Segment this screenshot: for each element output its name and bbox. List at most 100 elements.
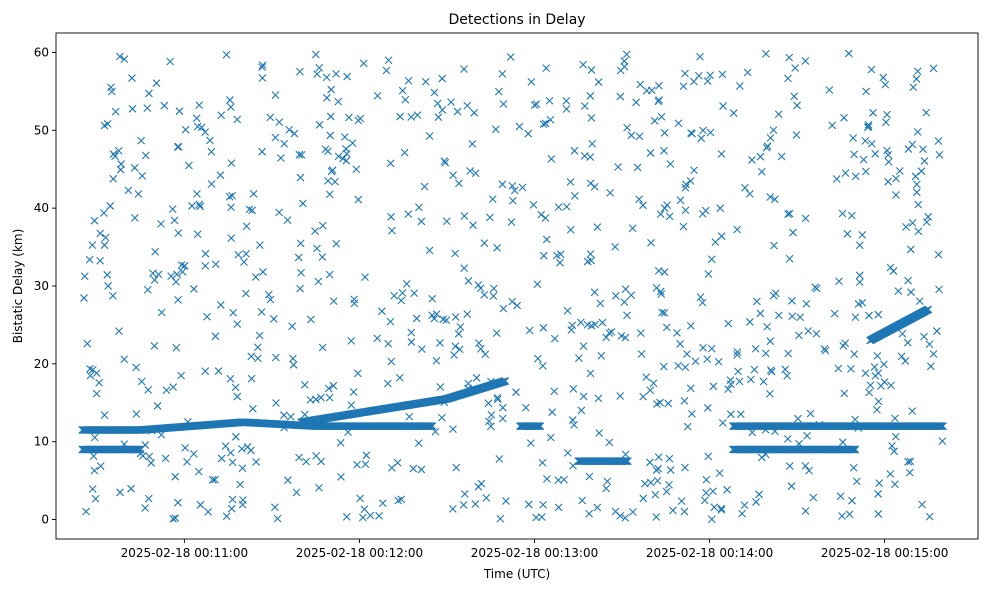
data-point — [851, 313, 860, 322]
data-point — [585, 472, 594, 481]
data-point — [290, 129, 299, 138]
data-point — [298, 199, 307, 208]
data-point — [906, 245, 915, 254]
data-point — [173, 142, 182, 151]
data-point — [541, 119, 550, 128]
data-point — [935, 285, 943, 294]
data-point — [344, 113, 353, 122]
data-point — [830, 309, 839, 318]
data-point — [770, 195, 779, 204]
data-point — [451, 342, 460, 351]
data-point — [280, 411, 288, 420]
data-point — [636, 329, 645, 338]
data-point — [507, 218, 516, 227]
data-point — [109, 150, 118, 158]
data-point — [652, 283, 661, 292]
data-point — [865, 388, 873, 397]
data-point — [925, 340, 934, 349]
data-point — [882, 118, 890, 127]
data-point — [407, 338, 416, 346]
data-point — [92, 369, 101, 377]
data-point — [594, 394, 603, 403]
data-point — [245, 205, 254, 214]
data-point — [866, 381, 875, 390]
data-point — [100, 411, 109, 420]
data-point — [595, 429, 604, 437]
data-point — [533, 354, 542, 363]
data-point — [795, 331, 803, 340]
data-point — [657, 112, 666, 121]
data-point — [347, 337, 356, 345]
data-point — [867, 139, 876, 148]
data-point — [147, 459, 156, 467]
data-point — [724, 385, 733, 394]
data-point — [173, 270, 181, 279]
data-point — [686, 321, 695, 330]
data-point — [903, 338, 912, 347]
data-point — [394, 496, 403, 505]
data-point — [152, 79, 161, 88]
data-point — [680, 396, 689, 405]
data-point — [440, 157, 449, 165]
data-point — [639, 392, 648, 401]
data-point — [674, 361, 683, 370]
data-point — [805, 466, 813, 475]
data-point — [871, 149, 880, 158]
data-point — [524, 129, 533, 138]
data-point — [196, 500, 205, 509]
data-point — [295, 453, 303, 462]
data-point — [434, 113, 443, 122]
data-point — [510, 186, 519, 195]
data-point — [562, 202, 571, 211]
data-point — [704, 452, 713, 461]
data-point — [207, 147, 216, 156]
data-point — [103, 119, 112, 128]
data-point — [656, 210, 665, 218]
data-point — [550, 334, 559, 343]
data-point — [577, 406, 586, 415]
data-point — [756, 309, 765, 318]
data-point — [442, 316, 451, 324]
data-point — [348, 139, 357, 148]
data-point — [326, 112, 335, 121]
x-tick-label: 2025-02-18 00:13:00 — [471, 546, 598, 560]
data-point — [676, 340, 685, 348]
data-point — [472, 373, 481, 382]
data-point — [228, 495, 237, 504]
data-point — [141, 151, 150, 160]
data-point — [794, 414, 802, 423]
data-point — [669, 506, 677, 515]
data-point — [748, 156, 756, 164]
data-point — [605, 438, 614, 447]
data-point — [433, 99, 442, 108]
data-point — [271, 91, 280, 100]
data-point — [134, 190, 143, 198]
data-point — [909, 83, 918, 92]
data-point — [353, 460, 361, 469]
data-point — [665, 212, 674, 221]
data-point — [171, 514, 180, 522]
data-point — [127, 484, 135, 493]
data-point — [166, 57, 175, 66]
data-point — [586, 92, 595, 100]
data-point — [204, 507, 212, 516]
data-point — [289, 360, 298, 369]
data-point — [848, 496, 856, 505]
data-point — [681, 363, 690, 372]
data-point — [538, 458, 547, 467]
data-point — [801, 507, 810, 515]
x-axis: 2025-02-18 00:11:00 2025-02-18 00:12:00 20… — [121, 539, 948, 560]
data-point — [607, 327, 616, 336]
data-point — [621, 513, 630, 522]
data-point — [169, 383, 178, 392]
data-point — [774, 110, 783, 119]
data-point — [314, 277, 323, 286]
data-point — [784, 349, 793, 358]
data-point — [233, 320, 242, 329]
data-point — [484, 399, 493, 408]
data-point — [867, 65, 876, 74]
data-point — [579, 342, 588, 350]
data-point — [402, 280, 411, 288]
data-point — [922, 218, 931, 226]
data-point — [495, 455, 504, 463]
